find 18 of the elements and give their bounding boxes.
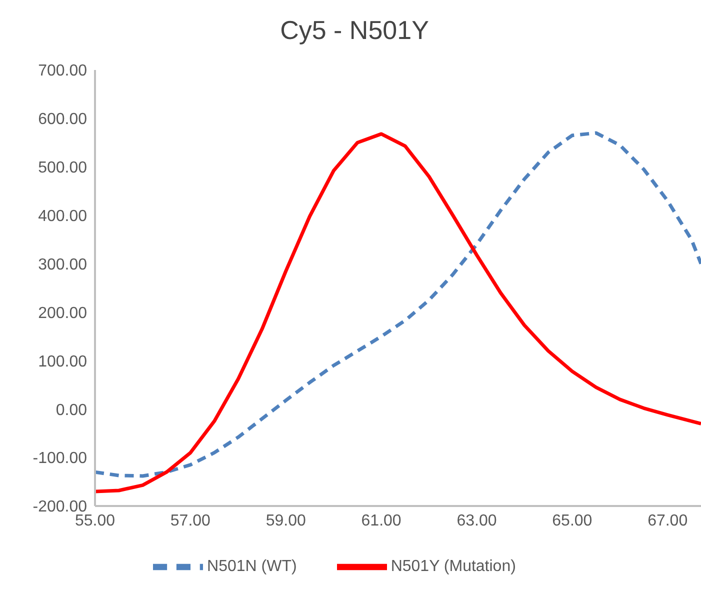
x-tick-label: 63.00 (456, 512, 497, 530)
chart-title: Cy5 - N501Y (279, 14, 430, 47)
y-tick-label: 100.00 (38, 353, 88, 370)
legend-label: N501Y (Mutation) (390, 558, 516, 576)
y-tick-label: 700.00 (38, 62, 88, 80)
y-tick-label: 0.00 (56, 402, 88, 419)
y-tick-label: 400.00 (38, 208, 88, 226)
y-tick-label: 300.00 (38, 256, 88, 274)
legend-label: N501N (WT) (207, 558, 297, 576)
x-tick-label: 61.00 (361, 512, 402, 530)
x-tick-label: 67.00 (648, 512, 688, 530)
y-tick-label: -100.00 (32, 450, 88, 468)
x-tick-label: 57.00 (170, 512, 211, 530)
x-tick-label: 65.00 (552, 512, 592, 530)
x-tick-label: 59.00 (266, 512, 306, 530)
y-tick-label: 500.00 (38, 160, 88, 177)
y-tick-label: 200.00 (38, 304, 88, 322)
y-tick-label: 600.00 (38, 111, 88, 128)
